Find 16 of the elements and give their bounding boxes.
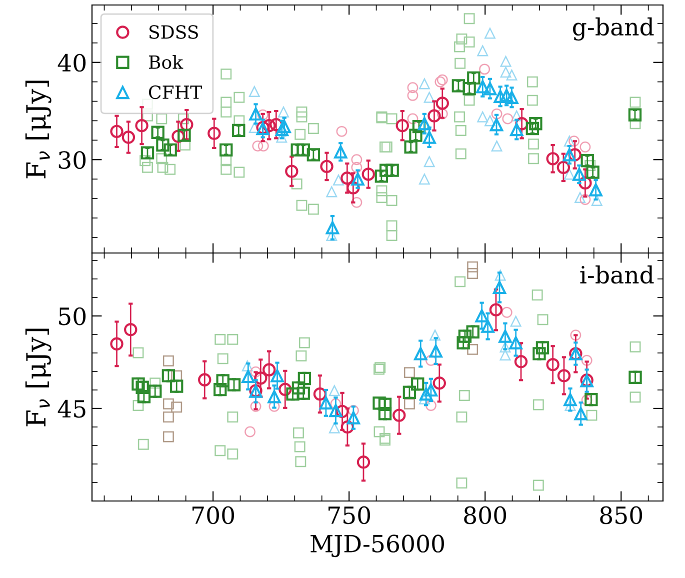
y-tick-label: 50 <box>59 307 86 326</box>
y-axis-title: F$_{ν}$ [μJy] <box>25 328 52 426</box>
x-tick-label: 850 <box>600 506 642 524</box>
annotation: g-band <box>573 17 654 41</box>
x-tick-label: 700 <box>192 506 234 524</box>
y-tick-label: 40 <box>58 54 86 72</box>
annotation: i-band <box>580 265 654 284</box>
legend-label: Bok <box>148 54 184 69</box>
legend-label: SDSS <box>149 25 198 39</box>
y-tick-label: 30 <box>58 151 86 169</box>
x-axis-title: MJD-56000 <box>310 534 444 558</box>
y-tick-label: 45 <box>58 400 86 418</box>
x-tick-label: 750 <box>328 506 370 524</box>
x-tick-label: 800 <box>464 506 506 524</box>
legend-label: CFHT <box>148 85 202 100</box>
y-axis-title: F$_{ν}$ [μJy] <box>25 80 52 178</box>
